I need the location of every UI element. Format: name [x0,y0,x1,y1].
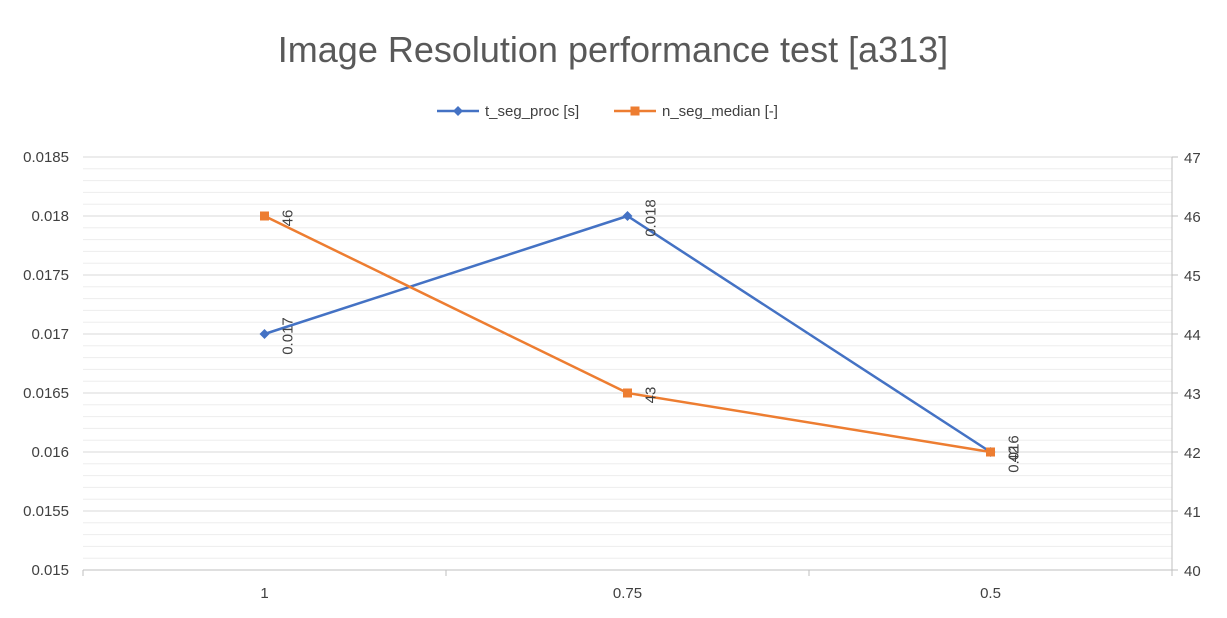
data-label: 0.016 [1006,435,1023,473]
axes [82,156,1178,576]
left-tick-label: 0.0155 [23,503,69,520]
legend-label-n-seg-median: n_seg_median [-] [662,103,778,120]
series [259,211,996,457]
right-tick-label: 46 [1184,209,1201,226]
left-tick-label: 0.015 [31,562,69,579]
left-tick-label: 0.0185 [23,149,69,166]
left-tick-label: 0.0175 [23,267,69,284]
legend: t_seg_proc [s] n_seg_median [-] [437,103,778,120]
right-axis-ticks: 40 41 42 43 44 45 46 47 [1184,150,1201,580]
data-label: 0.017 [280,317,297,355]
left-tick-label: 0.018 [31,208,69,225]
x-tick-label: 0.5 [980,585,1001,602]
right-tick-label: 43 [1184,386,1201,403]
data-label: 46 [280,210,297,227]
legend-entry-n-seg-median[interactable]: n_seg_median [-] [614,103,778,120]
x-tick-label: 0.75 [613,585,642,602]
right-tick-label: 41 [1184,504,1201,521]
legend-marker-t-seg-proc [453,106,463,116]
right-tick-label: 42 [1184,445,1201,462]
right-tick-label: 47 [1184,150,1201,167]
chart-title: Image Resolution performance test [a313] [278,29,948,70]
data-point-diamond[interactable] [622,211,633,221]
right-tick-label: 45 [1184,268,1201,285]
data-label: 43 [643,387,660,404]
x-axis-ticks: 1 0.75 0.5 [260,585,1001,602]
legend-entry-t-seg-proc[interactable]: t_seg_proc [s] [437,103,579,120]
minor-gridlines [83,168,1172,559]
left-axis-ticks: 0.015 0.0155 0.016 0.0165 0.017 0.0175 0.018 0.… [23,149,69,579]
left-tick-label: 0.016 [31,444,69,461]
data-label: 0.018 [643,199,660,237]
data-point-square[interactable] [260,211,269,221]
data-label: 42 [1006,446,1023,463]
legend-label-t-seg-proc: t_seg_proc [s] [485,103,579,120]
right-tick-label: 40 [1184,563,1201,580]
data-point-square[interactable] [986,447,995,457]
right-tick-label: 44 [1184,327,1201,344]
left-tick-label: 0.0165 [23,385,69,402]
data-point-diamond[interactable] [259,329,270,339]
left-tick-label: 0.017 [31,326,69,343]
data-point-square[interactable] [623,388,632,398]
data-labels: 0.017 0.018 0.016 46 43 42 [280,199,1023,473]
legend-marker-n-seg-median [630,106,640,116]
x-tick-label: 1 [260,585,268,602]
